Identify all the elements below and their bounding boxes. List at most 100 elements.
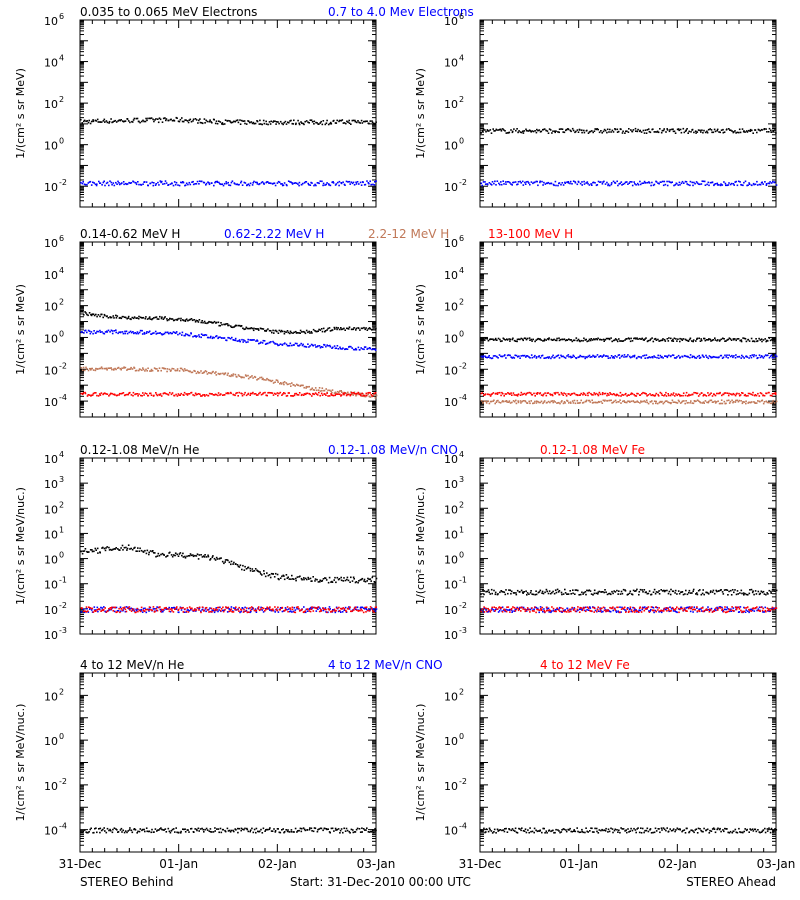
data-point	[158, 367, 161, 369]
data-point	[529, 402, 531, 405]
data-point	[647, 128, 650, 130]
data-point	[544, 392, 546, 394]
data-point	[753, 183, 755, 186]
data-point	[657, 393, 659, 396]
data-point	[502, 392, 504, 395]
data-point	[374, 329, 377, 331]
data-point	[757, 392, 759, 395]
data-point	[560, 183, 562, 186]
data-point	[152, 184, 155, 187]
data-point	[127, 393, 130, 396]
data-point	[340, 579, 343, 582]
data-point	[176, 553, 178, 556]
data-point	[514, 181, 517, 183]
data-point	[698, 357, 701, 359]
data-point	[612, 180, 615, 183]
data-point	[662, 184, 665, 187]
data-point	[709, 393, 711, 396]
data-point	[701, 402, 704, 404]
data-point	[295, 330, 297, 333]
data-point	[535, 339, 538, 341]
data-point	[319, 607, 321, 610]
data-point	[208, 320, 210, 323]
data-point	[371, 120, 373, 122]
data-point	[152, 550, 154, 552]
data-point	[162, 333, 165, 336]
data-point	[205, 394, 208, 396]
data-point	[676, 182, 678, 185]
data-point	[324, 330, 326, 333]
data-point	[721, 394, 723, 397]
data-point	[322, 120, 325, 122]
data-point	[190, 318, 193, 320]
y-tick-exponent: 4	[459, 266, 464, 275]
data-point	[150, 368, 153, 371]
data-point	[698, 337, 700, 340]
data-point	[142, 392, 144, 394]
data-point	[774, 392, 777, 394]
data-point	[497, 357, 499, 359]
data-point	[130, 366, 132, 369]
data-point	[369, 180, 371, 183]
data-point	[294, 385, 296, 387]
data-point	[154, 119, 156, 121]
data-point	[91, 607, 94, 610]
data-point	[678, 181, 681, 184]
data-point	[627, 131, 630, 133]
data-point	[646, 401, 648, 404]
data-point	[716, 129, 718, 132]
data-point	[359, 392, 362, 395]
data-point	[218, 609, 220, 611]
data-point	[102, 393, 104, 396]
data-point	[618, 338, 620, 340]
data-point	[685, 129, 687, 132]
data-point	[106, 393, 109, 395]
data-point	[93, 392, 96, 394]
data-point	[130, 318, 132, 321]
data-point	[635, 395, 638, 397]
data-point	[622, 340, 625, 342]
data-point	[537, 337, 539, 340]
data-point	[293, 384, 295, 386]
data-point	[644, 338, 646, 340]
data-point	[201, 606, 204, 608]
data-point	[116, 611, 119, 613]
data-point	[314, 330, 316, 332]
data-point	[636, 130, 639, 133]
data-point	[587, 182, 589, 185]
data-point	[257, 328, 259, 330]
data-point	[273, 392, 276, 395]
data-point	[209, 336, 212, 339]
data-point	[159, 118, 162, 121]
data-point	[528, 400, 530, 403]
data-point	[656, 130, 659, 133]
data-point	[660, 131, 663, 134]
data-point	[82, 608, 85, 611]
data-point	[195, 183, 198, 185]
data-point	[583, 180, 585, 183]
data-point	[639, 394, 642, 396]
data-point	[230, 563, 232, 566]
y-tick-label: 10	[444, 181, 458, 194]
data-point	[539, 357, 542, 359]
data-point	[567, 354, 570, 356]
data-point	[597, 337, 599, 340]
data-point	[81, 310, 84, 313]
data-point	[142, 607, 145, 610]
data-point	[483, 400, 486, 402]
data-point	[113, 548, 116, 550]
data-point	[644, 357, 646, 359]
data-point	[596, 338, 599, 341]
data-point	[281, 330, 284, 333]
data-point	[510, 183, 512, 185]
data-point	[750, 356, 753, 359]
data-point	[562, 184, 565, 186]
data-point	[343, 609, 345, 611]
y-tick-label: 10	[44, 364, 58, 377]
data-point	[268, 574, 271, 576]
data-point	[649, 338, 652, 340]
data-point	[724, 182, 727, 185]
data-point	[250, 392, 252, 395]
data-point	[644, 129, 647, 131]
data-point	[243, 328, 245, 331]
